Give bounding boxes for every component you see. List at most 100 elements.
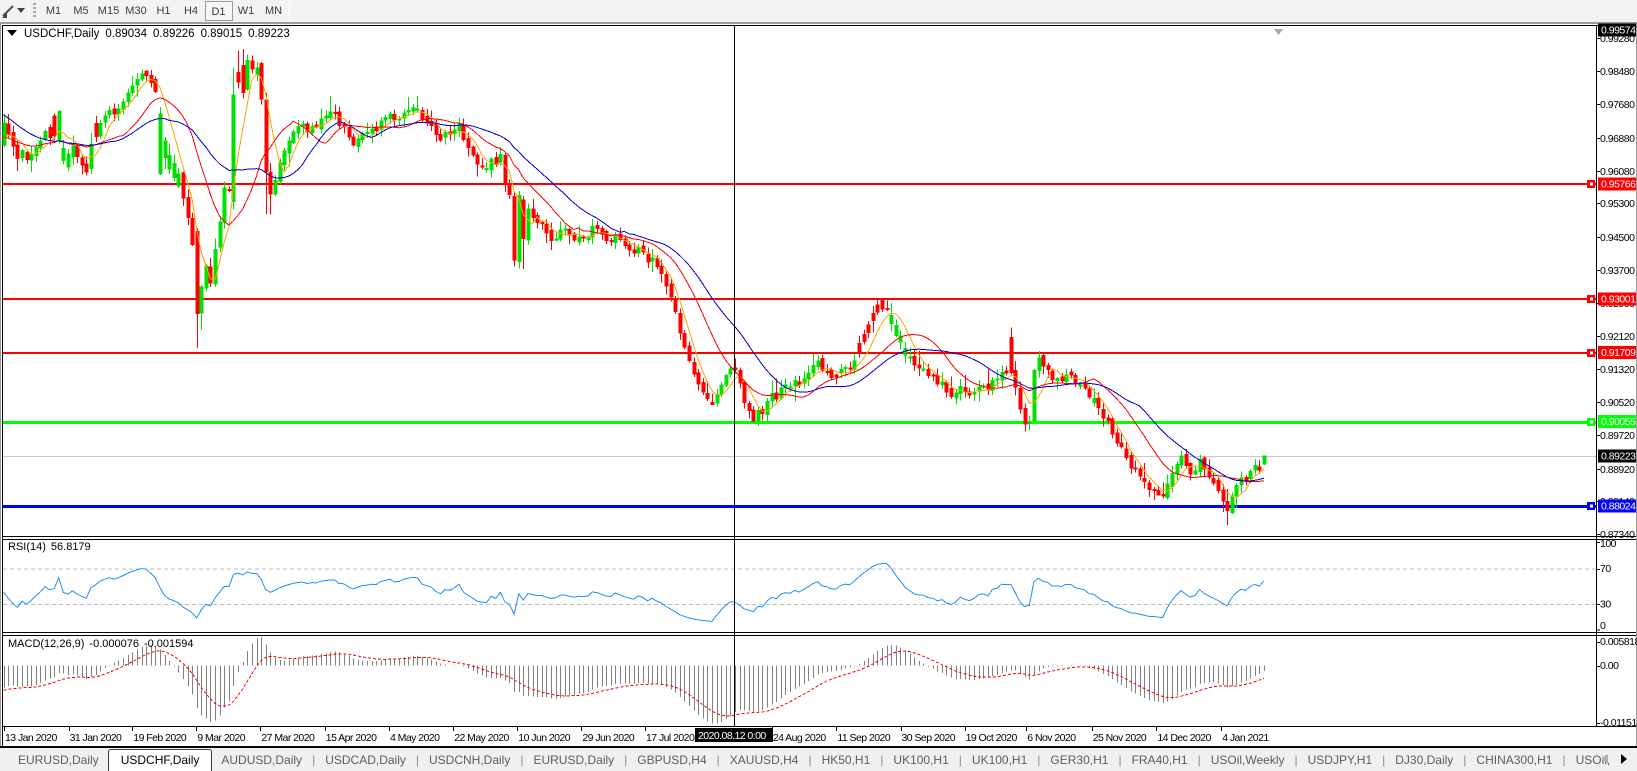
macd-signal-line[interactable] (3, 650, 1265, 717)
hline-0.93001[interactable] (3, 298, 1596, 300)
tab-scroll-right-button[interactable] (1621, 754, 1632, 765)
tab-usdjpy-h1[interactable]: USDJPY,H1 (1307, 752, 1373, 767)
date-tick: 15 Apr 2020 (326, 732, 377, 744)
tab-usdcnh-daily[interactable]: USDCNH,Daily (429, 752, 511, 767)
ma-fast-line[interactable] (3, 73, 1265, 498)
macd-indicator-label: MACD(12,26,9) -0.000076 -0.001594 (8, 638, 194, 650)
chart-symbol: USDCHF,Daily (24, 27, 100, 40)
tab-scroll-arrows (1599, 748, 1632, 771)
horizontal-lines-rect[interactable] (1590, 504, 1593, 508)
timeframe-button-D1[interactable]: D1 (204, 1, 233, 21)
horizontal-lines-rect[interactable] (1590, 420, 1593, 424)
rsi-scale-tick: 0 (1600, 620, 1606, 632)
macd-scale-tick: -0.011514 (1600, 717, 1637, 729)
price-marker: 0.95766 (1601, 179, 1636, 191)
tab-scroll-left-button[interactable] (1602, 754, 1613, 765)
price-marker: 0.91709 (1601, 347, 1636, 359)
date-tick: 22 May 2020 (454, 732, 509, 744)
hline-0.90055[interactable] (3, 421, 1596, 424)
price-tick: 0.87340 (1600, 529, 1635, 541)
tab-fra40-h1[interactable]: FRA40,H1 (1131, 752, 1188, 767)
ma-medium-line[interactable] (3, 97, 1264, 483)
hline-0.95766[interactable] (3, 183, 1596, 185)
price-axis-markers-rect (1598, 177, 1636, 191)
timeframe-button-H1[interactable]: H1 (156, 5, 171, 17)
line-draw-icon-arrowhead (2, 13, 7, 18)
tab-separator: | (312, 752, 316, 767)
timeframe-button-M15[interactable]: M15 (97, 5, 120, 17)
ohlc-open: 0.89034 (105, 27, 147, 40)
price-tick: 0.94500 (1600, 232, 1635, 244)
timeframe-button-MN[interactable]: MN (264, 5, 283, 17)
ohlc-high: 0.89226 (152, 27, 195, 40)
date-tick: 25 Nov 2020 (1093, 732, 1147, 744)
timeframe-button-W1[interactable]: W1 (237, 5, 255, 17)
rsi-scale-tick: 70 (1600, 563, 1611, 575)
chart-collapse-triangle-icon[interactable] (7, 30, 17, 37)
horizontal-lines-rect[interactable] (1590, 182, 1593, 186)
tab-uk100-h1[interactable]: UK100,H1 (893, 752, 949, 767)
tab-china300-h1[interactable]: CHINA300,H1 (1476, 752, 1553, 767)
timeframe-button-M30[interactable]: M30 (125, 5, 147, 17)
tab-usoil-weekly[interactable]: USOil,Weekly (1210, 752, 1285, 767)
tab-audusd-daily[interactable]: AUDUSD,Daily (221, 752, 303, 767)
bull-candle-wicks (4, 54, 1265, 515)
date-tick: 6 Nov 2020 (1027, 732, 1076, 744)
price-tick: 0.88920 (1600, 464, 1635, 476)
tab-xauusd-h4[interactable]: XAUUSD,H4 (729, 752, 799, 767)
rsi-value: 56.8179 (50, 540, 91, 553)
date-tick: 4 Jan 2021 (1222, 732, 1269, 744)
timeframe-button-M1[interactable]: M1 (45, 5, 62, 17)
tab-usdcad-daily[interactable]: USDCAD,Daily (325, 752, 406, 767)
price-tick: 0.89720 (1600, 430, 1635, 442)
tab-gbpusd-h4[interactable]: GBPUSD,H4 (637, 752, 707, 767)
price-marker: 0.89223 (1601, 451, 1636, 463)
tab-dj30-daily[interactable]: DJ30,Daily (1395, 752, 1454, 767)
toolbar-dropdown-caret-icon[interactable] (17, 8, 25, 13)
tab-separator: | (1382, 752, 1386, 767)
tab-separator: | (1118, 752, 1122, 767)
rsi-pane: 100 70 30 0 (3, 538, 1617, 632)
macd-value-signal: -0.001594 (143, 638, 194, 650)
tab-eurusd-daily[interactable]: EURUSD,Daily (533, 752, 615, 767)
macd-scale-tick: 0.005818 (1600, 636, 1637, 648)
tab-separator: | (808, 752, 812, 767)
tab-uk100-h1[interactable]: UK100,H1 (971, 752, 1028, 767)
timeframe-button-M5[interactable]: M5 (73, 5, 89, 17)
chart-tab-bar: EURUSD,Daily USDCHF,Daily AUDUSD,Daily | USD… (0, 748, 1637, 771)
horizontal-lines-rect[interactable] (1590, 297, 1593, 301)
tab-separator: | (520, 752, 524, 767)
tab-hk50-h1[interactable]: HK50,H1 (821, 752, 871, 767)
hline-0.88024[interactable] (3, 505, 1596, 508)
date-tick: 31 Jan 2020 (70, 732, 122, 744)
usdchf-daily-chart[interactable]: 0.992800.984800.976800.968800.960800.953… (0, 23, 1637, 748)
tab-separator: | (1463, 752, 1467, 767)
tab-usoil-[interactable]: USOil, (1575, 752, 1610, 767)
chart-tabs: EURUSD,Daily USDCHF,Daily AUDUSD,Daily | USD… (0, 748, 1610, 771)
tab-ger30-h1[interactable]: GER30,H1 (1050, 752, 1109, 767)
ma-slow-line[interactable] (3, 114, 1265, 482)
chart-window: 0.99280 0.98480 0.97680 0.96880 0.96080 0.953… (0, 23, 1637, 748)
date-tick: 17 Jul 2020 (646, 732, 695, 744)
price-axis-markers-rect (1598, 449, 1636, 463)
tab-separator: | (1037, 752, 1041, 767)
horizontal-lines[interactable] (3, 180, 1596, 510)
window-frame (0, 23, 1637, 748)
rsi-indicator-label: RSI(14) 56.8179 (8, 541, 91, 553)
rsi-line[interactable] (3, 563, 1265, 622)
price-tick: 0.95300 (1600, 198, 1635, 210)
horizontal-lines-rect[interactable] (1590, 351, 1593, 355)
line-draw-icon[interactable] (1, 3, 17, 19)
macd-title: MACD(12,26,9) (8, 638, 85, 650)
chart-shift-marker-icon[interactable] (1274, 29, 1283, 35)
hline-0.91709[interactable] (3, 352, 1596, 354)
toolbar-grip-handle[interactable] (33, 3, 36, 19)
tab-usdchf-daily[interactable]: USDCHF,Daily (107, 749, 213, 771)
price-axis-markers-rect (1598, 23, 1636, 37)
date-tick: 24 Aug 2020 (773, 732, 827, 744)
date-tick: 13 Jan 2020 (5, 732, 57, 744)
bid-line-0.89223[interactable] (3, 456, 1596, 457)
tab-eurusd-daily[interactable]: EURUSD,Daily (18, 752, 99, 767)
timeframe-button-H4[interactable]: H4 (183, 5, 199, 17)
date-tick: 29 Jun 2020 (582, 732, 634, 744)
